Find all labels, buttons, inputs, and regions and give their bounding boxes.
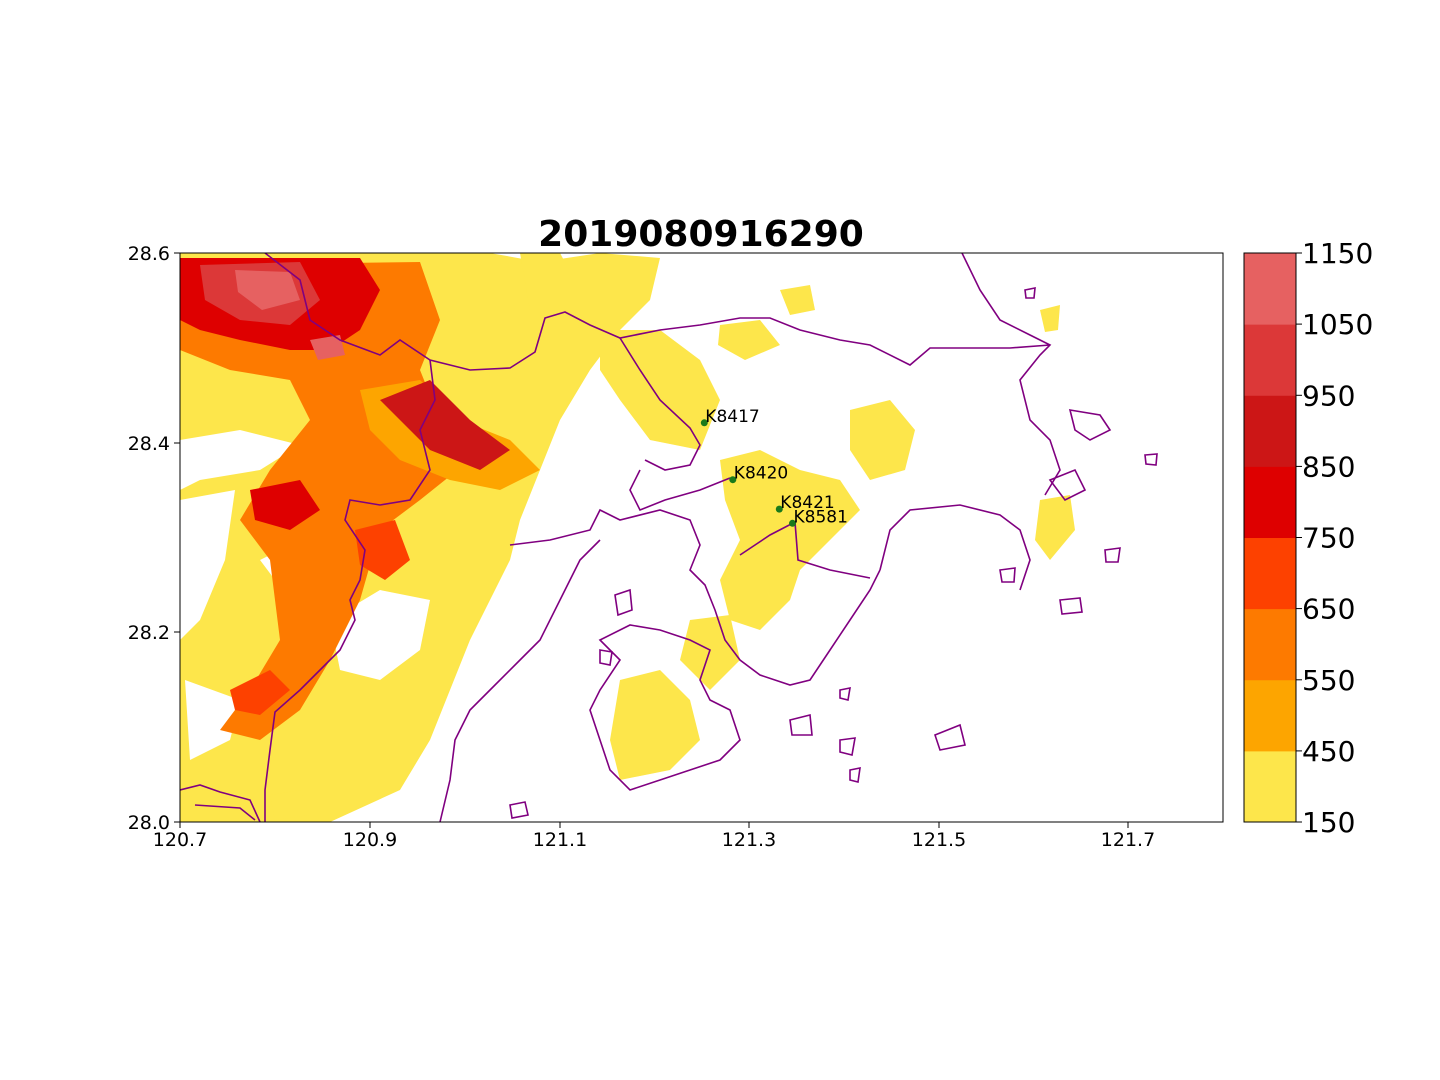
island-outline [839,686,851,701]
station-label: K8581 [794,507,848,527]
boundary-line [629,469,731,512]
boundary-line [739,520,871,579]
colorbar-tick-label: 750 [1302,522,1355,555]
colorbar-tick-label: 650 [1302,593,1355,626]
x-tick-label: 120.9 [343,829,397,851]
island-outline [614,588,633,617]
elevation-band-150 [610,670,700,780]
elevation-band-750 [250,480,320,530]
elevation-band-150 [520,253,580,330]
elevation-band-550 [180,262,470,740]
x-tick-label: 121.3 [722,829,776,851]
valley-white [330,590,430,680]
island-outline [509,801,529,819]
colorbar-tick-label: 150 [1302,806,1355,839]
boundary-line [509,508,881,686]
island-outline [1048,468,1087,502]
station-label: K8421 [780,493,834,513]
colorbar-block [1244,324,1296,396]
elevation-band-150 [1035,495,1075,560]
island-outline [1068,409,1112,441]
island-outline [599,649,613,666]
colorbar-tick-label: 450 [1302,735,1355,768]
boundary-line [264,359,436,822]
x-tick-label: 121.5 [912,829,966,851]
elevation-band-150 [720,450,860,630]
island-outline [1059,597,1083,615]
elevation-band-150 [600,330,720,450]
elevation-band-150 [850,400,915,480]
x-tick-label: 121.7 [1101,829,1155,851]
island-outline [839,737,856,756]
elevation-band-650 [355,520,410,580]
colorbar-tick-label: 850 [1302,450,1355,483]
island-outline [589,624,741,791]
x-tick-label: 121.1 [533,829,587,851]
map-title: 2019080916290 [538,214,864,255]
colorbar-tick-label: 1150 [1302,237,1373,270]
island-outline [999,567,1016,583]
y-tick-label: 28.2 [128,622,170,644]
x-axis: 120.7 120.9 121.1 121.3 121.5 121.7 [153,822,1155,851]
elevation-band-1050 [310,335,345,360]
colorbar-block [1244,466,1296,539]
elevation-band-650 [230,670,290,715]
x-tick-label: 120.7 [153,829,207,851]
station-marker [729,476,737,484]
elevation-band-1050 [235,270,300,310]
station-marker [700,419,708,427]
colorbar-block [1244,679,1296,752]
valley-white [185,680,240,760]
elevation-layer [180,253,1075,822]
station-label: K8417 [705,407,759,427]
station-marker [775,505,783,513]
colorbar-tick-label: 950 [1302,379,1355,412]
elevation-band-150 [270,790,310,820]
colorbar-ticks: 150 450 550 650 750 850 950 1050 1150 [1296,237,1373,839]
island-outline [849,766,861,783]
boundary-line [264,253,1051,371]
station-label: K8420 [734,464,788,484]
boundary-line [180,784,261,822]
colorbar-block [1244,395,1296,467]
station-marker [789,519,796,527]
island-outline [1024,287,1036,299]
y-tick-label: 28.0 [128,812,170,834]
colorbar-block [1244,253,1296,325]
colorbar-blocks [1244,253,1296,823]
colorbar: 150 450 550 650 750 850 950 1050 1150 [1243,237,1373,839]
colorbar-block [1244,608,1296,681]
colorbar-tick-label: 1050 [1302,308,1373,341]
boundary-line [194,804,256,821]
elevation-band-150 [718,320,780,360]
boundary-line [619,337,701,471]
y-tick-label: 28.6 [128,243,170,265]
colorbar-tick-label: 550 [1302,664,1355,697]
island-outline [1104,547,1121,563]
island-outline [934,723,966,751]
boundary-line [879,504,1031,591]
y-axis: 28.0 28.2 28.4 28.6 [128,243,180,834]
island-outline [1144,453,1158,466]
y-tick-label: 28.4 [128,433,170,455]
elevation-band-850 [380,380,510,470]
boundary-line [961,253,1061,496]
elevation-band-150 [780,285,815,315]
island-outline [789,713,813,736]
colorbar-block [1244,750,1296,823]
valley-white [180,490,235,640]
boundary-lines [180,253,1158,822]
elevation-band-150 [1040,305,1060,332]
valley-white [180,430,300,490]
boundary-line [439,539,601,822]
plot-frame [179,252,1224,823]
colorbar-block [1244,537,1296,610]
